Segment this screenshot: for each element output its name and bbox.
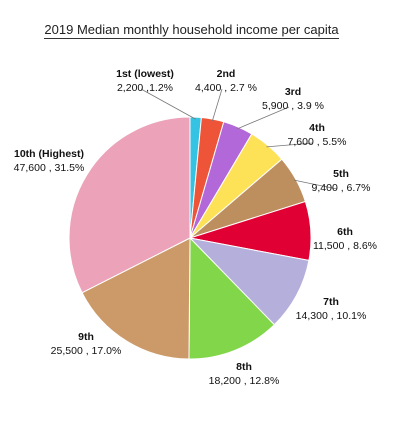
pie-slice-9th: [81, 237, 191, 360]
slice-name-8th: 8th: [236, 361, 252, 373]
leader-line-1st-lowest: [140, 88, 196, 120]
slice-value-6th: 11,500 , 8.6%: [313, 240, 377, 252]
pie-slices: [68, 116, 312, 360]
leader-lines: [140, 88, 338, 190]
slice-name-9th: 9th: [78, 331, 94, 343]
slice-value-7th: 14,300 , 10.1%: [296, 310, 367, 322]
slice-name-3rd: 3rd: [285, 86, 301, 98]
slice-name-1st-lowest: 1st (lowest): [116, 68, 174, 80]
slice-value-9th: 25,500 , 17.0%: [51, 345, 122, 357]
slice-name-4th: 4th: [309, 122, 325, 134]
leader-line-5th: [293, 179, 338, 190]
chart-title-text: 2019 Median monthly household income per…: [44, 22, 339, 39]
slice-labels: 1st (lowest) 2,200 ,1.2% 2nd 4,400 , 2.7 % 3…: [14, 68, 377, 387]
slice-name-2nd: 2nd: [217, 68, 236, 80]
leader-line-2nd: [211, 88, 223, 122]
pie-slice-10th-highest: [68, 116, 191, 294]
slice-name-10th-highest: 10th (Highest): [14, 148, 84, 160]
pie-slice-8th: [188, 236, 276, 360]
slice-value-10th-highest: 47,600 , 31.5%: [14, 162, 85, 174]
slice-value-5th: 9,400 , 6.7%: [312, 182, 371, 194]
pie-slice-7th: [188, 237, 310, 326]
slice-value-4th: 7,600 , 5.5%: [288, 136, 347, 148]
leader-line-3rd: [237, 106, 290, 130]
slice-name-6th: 6th: [337, 226, 353, 238]
slice-name-5th: 5th: [333, 168, 349, 180]
leader-line-4th: [266, 142, 314, 148]
slice-value-1st-lowest: 2,200 ,1.2%: [117, 82, 173, 94]
slice-value-2nd: 4,400 , 2.7 %: [195, 82, 257, 94]
slice-value-3rd: 5,900 , 3.9 %: [262, 100, 324, 112]
slice-value-8th: 18,200 , 12.8%: [209, 375, 280, 387]
chart-title: 2019 Median monthly household income per…: [0, 22, 383, 39]
slice-name-7th: 7th: [323, 296, 339, 308]
